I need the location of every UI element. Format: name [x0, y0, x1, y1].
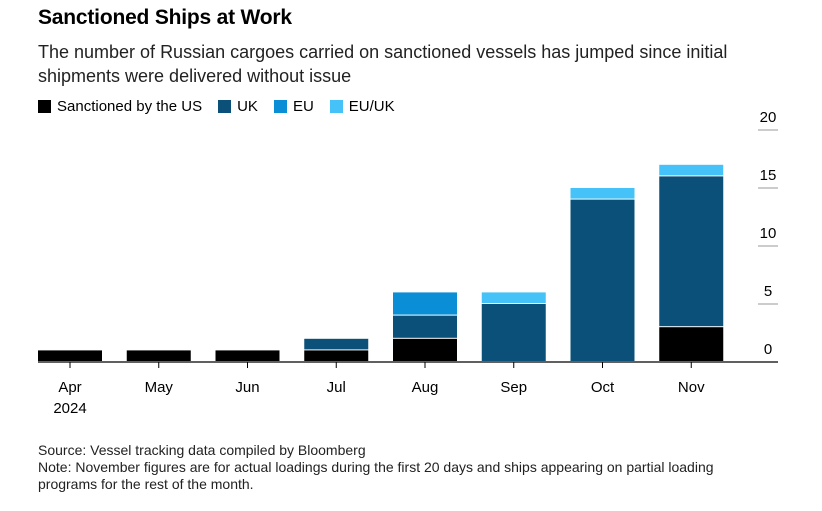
bar-apr-series-0	[38, 350, 102, 361]
bar-aug-series-1	[393, 315, 457, 338]
bar-may-series-0	[126, 350, 191, 361]
footer: Source: Vessel tracking data compiled by…	[38, 442, 758, 493]
legend-label-uk: UK	[237, 98, 258, 115]
y-tick-label-5: 5	[764, 283, 772, 300]
x-tick-label-oct: Oct	[591, 379, 615, 396]
bar-sep-series-3	[481, 292, 546, 303]
y-tick-label-15: 15	[760, 167, 777, 184]
legend-item-eu-uk: EU/UK	[329, 98, 395, 115]
x-axis: Apr 2024 May Jun Jul Aug Sep Oct Nov	[38, 361, 778, 417]
legend-swatch-us	[38, 100, 51, 113]
y-tick-label-20: 20	[760, 109, 777, 126]
x-tick-sublabel-apr: 2024	[53, 400, 86, 417]
y-tick-label-10: 10	[760, 225, 777, 242]
footnote: Note: November figures are for actual lo…	[38, 459, 714, 492]
legend-swatch-eu	[273, 100, 287, 113]
bars-group	[38, 164, 724, 361]
x-tick-label-nov: Nov	[678, 379, 705, 396]
legend-label-eu-uk: EU/UK	[348, 98, 395, 115]
bar-aug-series-2	[393, 292, 457, 315]
x-tick-label-sep: Sep	[500, 379, 527, 396]
x-tick-label-jun: Jun	[235, 379, 259, 396]
bar-sep-series-1	[481, 304, 546, 361]
x-tick-label-may: May	[145, 379, 174, 396]
x-tick-label-apr: Apr	[58, 379, 81, 396]
legend: Sanctioned by the US UK EU EU/UK	[38, 98, 411, 115]
bar-aug-series-0	[393, 338, 457, 361]
stacked-bar-chart: 0 5 10 15 20 Apr 2024 May Jun Jul Aug Sep Oct Nov	[38, 109, 778, 417]
legend-item-uk: UK	[218, 98, 258, 115]
y-axis: 0 5 10 15 20	[758, 109, 778, 358]
bar-nov-series-0	[659, 327, 724, 361]
legend-item-eu: EU	[273, 98, 314, 115]
legend-swatch-eu-uk	[329, 100, 343, 113]
x-tick-label-aug: Aug	[412, 379, 439, 396]
bar-oct-series-1	[570, 199, 635, 361]
chart-title: Sanctioned Ships at Work	[38, 6, 292, 29]
bar-nov-series-1	[659, 176, 724, 327]
bar-jun-series-0	[215, 350, 280, 361]
bar-jul-series-1	[304, 338, 369, 350]
legend-swatch-uk	[218, 100, 232, 113]
source-note: Source: Vessel tracking data compiled by…	[38, 442, 366, 458]
bar-jul-series-0	[304, 350, 369, 361]
bar-nov-series-3	[659, 164, 724, 176]
legend-item-us: Sanctioned by the US	[38, 98, 202, 115]
y-tick-label-0: 0	[764, 341, 772, 358]
legend-label-us: Sanctioned by the US	[57, 98, 203, 115]
chart-subtitle: The number of Russian cargoes carried on…	[38, 42, 728, 86]
bar-oct-series-3	[570, 188, 635, 199]
x-tick-label-jul: Jul	[327, 379, 346, 396]
legend-label-eu: EU	[292, 98, 314, 115]
